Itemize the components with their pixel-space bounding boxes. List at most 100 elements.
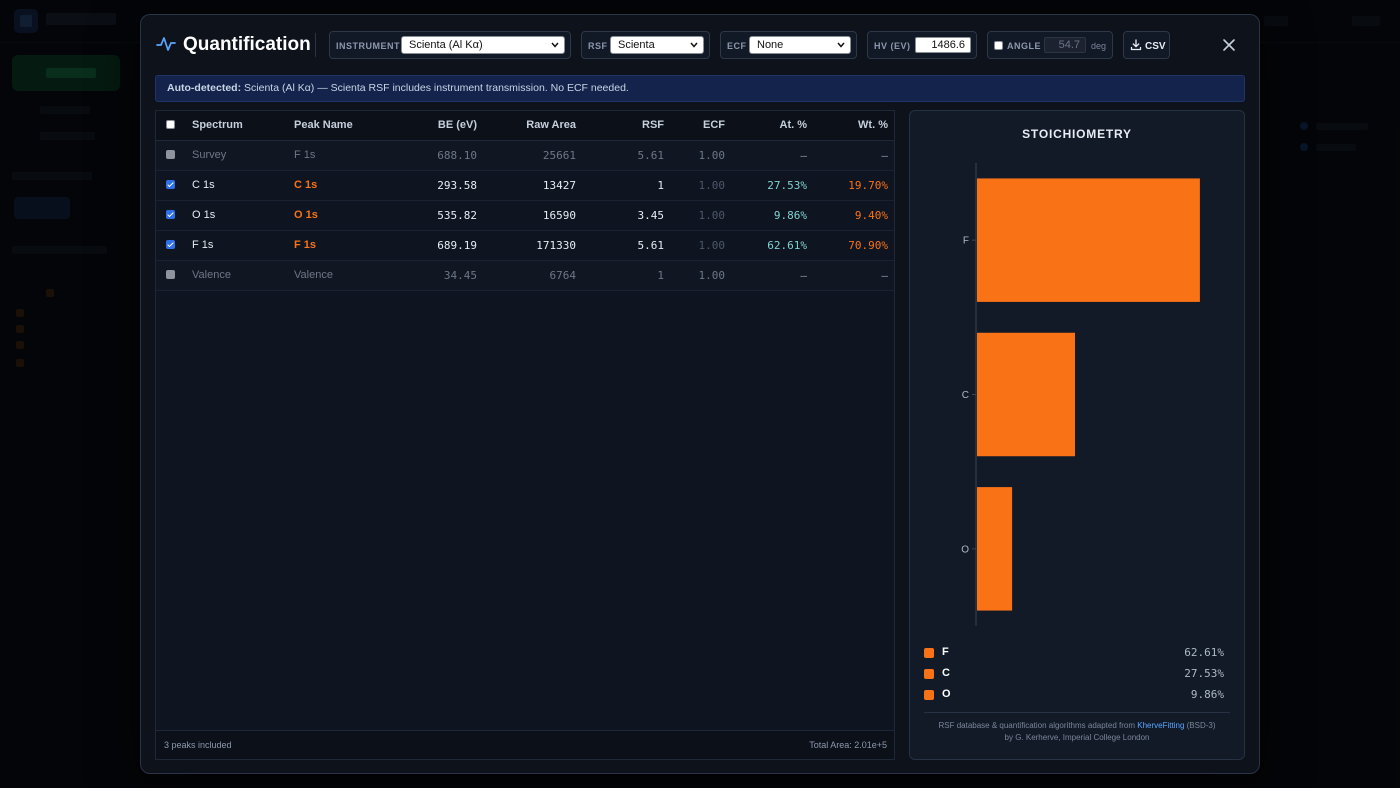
attribution-divider — [924, 712, 1230, 713]
cell-at-pct: 9.86% — [773, 209, 807, 222]
instrument-field: INSTRUMENT Scienta (Al Kα) — [329, 31, 571, 59]
cell-peak-name: C 1s — [294, 179, 318, 191]
legend-swatch — [924, 648, 934, 658]
cell-peak-name: O 1s — [294, 209, 318, 221]
auto-detect-banner: Auto-detected: Scienta (Al Kα) — Scienta… — [155, 75, 1245, 102]
rsf-label: RSF — [588, 41, 608, 51]
cell-wt-pct: 70.90% — [848, 239, 888, 252]
cell-ecf: 1.00 — [698, 149, 726, 162]
table-row[interactable]: O 1s O 1s 535.82 16590 3.45 1.00 9.86% 9.40% — [156, 201, 894, 231]
ecf-field: ECF None — [720, 31, 857, 59]
bar-f[interactable] — [977, 178, 1200, 302]
cell-spectrum: O 1s — [192, 209, 216, 221]
hv-input[interactable]: 1486.6 — [915, 37, 971, 53]
row-checkbox[interactable] — [166, 150, 175, 159]
select-all-checkbox[interactable] — [166, 120, 175, 129]
cell-spectrum: F 1s — [192, 239, 214, 251]
close-icon[interactable] — [1221, 37, 1237, 53]
cell-at-pct: – — [800, 269, 807, 282]
hv-field: HV (EV) 1486.6 — [867, 31, 977, 59]
peaks-table: Spectrum Peak Name BE (eV) Raw Area RSF … — [155, 110, 895, 760]
row-checkbox[interactable] — [166, 270, 175, 279]
cell-ecf: 1.00 — [698, 239, 726, 252]
legend-element: C — [942, 667, 950, 679]
csv-export-button[interactable]: CSV — [1123, 31, 1170, 59]
table-row[interactable]: C 1s C 1s 293.58 13427 1 1.00 27.53% 19.70% — [156, 171, 894, 201]
col-rsf[interactable]: RSF — [642, 119, 664, 131]
quantification-modal: Quantification INSTRUMENT Scienta (Al Kα… — [140, 14, 1260, 774]
legend-item: C 27.53% — [924, 666, 1230, 682]
stoichiometry-chart: F C O — [961, 163, 1200, 626]
col-be[interactable]: BE (eV) — [437, 119, 477, 131]
angle-unit: deg — [1091, 41, 1107, 51]
angle-label: ANGLE — [1007, 41, 1041, 51]
cell-be: 293.58 — [437, 179, 477, 192]
cell-spectrum: Survey — [192, 149, 227, 161]
cell-raw-area: 171330 — [536, 239, 576, 252]
cell-be: 535.82 — [437, 209, 477, 222]
table-row[interactable]: F 1s F 1s 689.19 171330 5.61 1.00 62.61% 70.90% — [156, 231, 894, 261]
col-wt-pct[interactable]: Wt. % — [858, 119, 888, 131]
cell-rsf: 3.45 — [637, 209, 665, 222]
legend-value: 27.53% — [1184, 667, 1224, 680]
table-header: Spectrum Peak Name BE (eV) Raw Area RSF … — [156, 111, 894, 141]
title-divider — [315, 33, 316, 57]
angle-input[interactable]: 54.7 — [1044, 37, 1086, 53]
cell-at-pct: 27.53% — [767, 179, 807, 192]
cell-raw-area: 6764 — [549, 269, 577, 282]
cell-peak-name: F 1s — [294, 239, 317, 251]
chevron-down-icon — [690, 42, 698, 48]
download-icon — [1130, 39, 1142, 51]
col-raw-area[interactable]: Raw Area — [526, 119, 576, 131]
banner-prefix: Auto-detected: — [167, 82, 242, 94]
ecf-label: ECF — [727, 41, 747, 51]
banner-text: Scienta (Al Kα) — Scienta RSF includes i… — [244, 82, 629, 94]
legend-value: 9.86% — [1190, 688, 1224, 701]
table-footer: 3 peaks included Total Area: 2.01e+5 — [156, 730, 894, 759]
attribution-post: (BSD-3) — [1186, 721, 1216, 730]
cell-wt-pct: – — [881, 269, 888, 282]
cell-peak-name: F 1s — [294, 149, 316, 161]
col-spectrum[interactable]: Spectrum — [192, 119, 243, 131]
cell-rsf: 1 — [657, 179, 664, 192]
y-tick-label: C — [962, 390, 969, 401]
cell-wt-pct: 9.40% — [854, 209, 888, 222]
y-tick-label: F — [963, 236, 969, 247]
cell-ecf: 1.00 — [698, 209, 726, 222]
cell-be: 34.45 — [443, 269, 477, 282]
cell-raw-area: 16590 — [542, 209, 576, 222]
total-area: Total Area: 2.01e+5 — [809, 740, 887, 750]
y-tick-label: O — [961, 544, 969, 555]
legend-value: 62.61% — [1184, 646, 1224, 659]
angle-checkbox[interactable] — [994, 41, 1003, 50]
table-row[interactable]: Survey F 1s 688.10 25661 5.61 1.00 – – — [156, 141, 894, 171]
ecf-select[interactable]: None — [749, 36, 851, 54]
cell-be: 689.19 — [437, 239, 477, 252]
cell-rsf: 1 — [657, 269, 664, 282]
cell-at-pct: – — [800, 149, 807, 162]
bar-c[interactable] — [977, 332, 1076, 457]
bar-o[interactable] — [977, 487, 1013, 611]
row-checkbox[interactable] — [166, 180, 175, 189]
col-at-pct[interactable]: At. % — [779, 119, 808, 131]
instrument-select[interactable]: Scienta (Al Kα) — [401, 36, 565, 54]
legend-element: F — [942, 646, 949, 658]
rsf-value: Scienta — [618, 39, 655, 51]
legend-element: O — [942, 688, 951, 700]
csv-label: CSV — [1145, 41, 1166, 52]
legend-swatch — [924, 690, 934, 700]
attribution: RSF database & quantification algorithms… — [910, 720, 1244, 744]
col-ecf[interactable]: ECF — [703, 119, 725, 131]
cell-raw-area: 13427 — [542, 179, 576, 192]
legend-item: O 9.86% — [924, 687, 1230, 703]
table-row[interactable]: Valence Valence 34.45 6764 1 1.00 – – — [156, 261, 894, 291]
col-peak-name[interactable]: Peak Name — [294, 119, 353, 131]
rsf-select[interactable]: Scienta — [610, 36, 704, 54]
cell-be: 688.10 — [437, 149, 477, 162]
row-checkbox[interactable] — [166, 240, 175, 249]
peaks-included: 3 peaks included — [164, 740, 232, 750]
row-checkbox[interactable] — [166, 210, 175, 219]
cell-rsf: 5.61 — [637, 149, 665, 162]
hv-label: HV (EV) — [874, 41, 911, 51]
kherve-link[interactable]: KherveFitting — [1137, 721, 1185, 730]
